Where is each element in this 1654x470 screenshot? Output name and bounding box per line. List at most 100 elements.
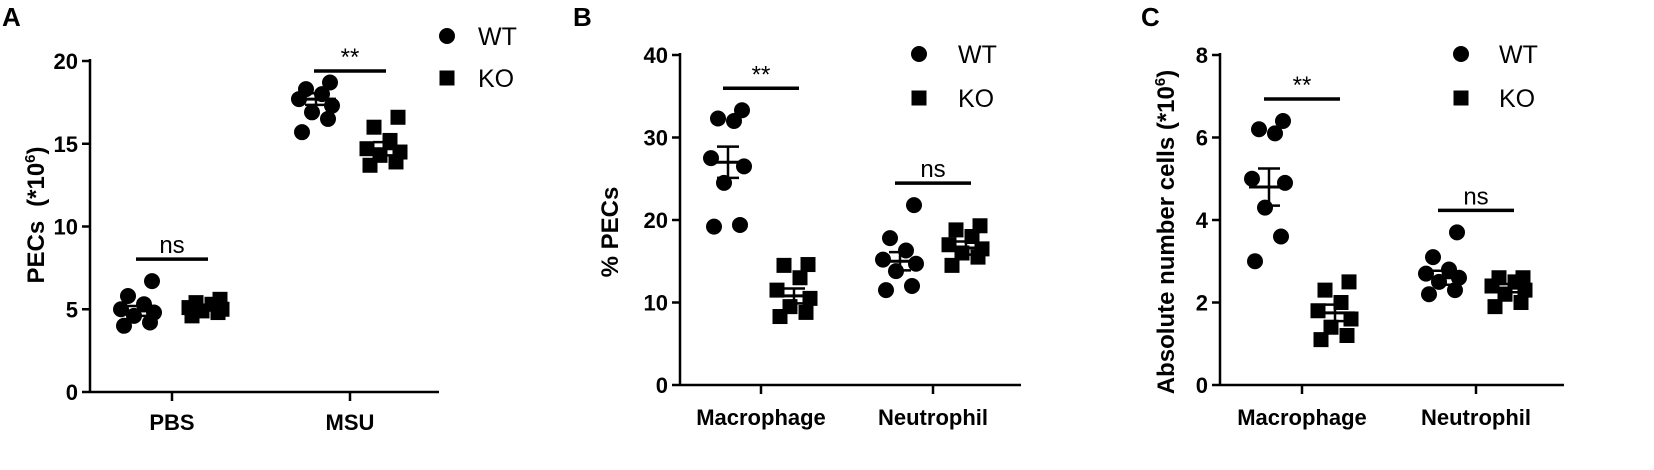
panel-b-wt-point: [908, 255, 924, 272]
panel-c-ytick-label: 2: [1196, 291, 1208, 316]
panel-a-ytick-label: 20: [54, 49, 78, 74]
panel-c-ylabel: Absolute number cells (*106): [1152, 70, 1180, 394]
panel-a-marks: ns **: [113, 44, 408, 334]
panel-a-wt-point: [322, 74, 338, 91]
panel-a-wt-point: [324, 97, 340, 114]
panel-c-legend-wt-label: WT: [1499, 41, 1538, 69]
panel-c-wt-point: [1247, 253, 1263, 270]
panel-b-category-label: Macrophage: [696, 405, 826, 430]
panel-c-ko-point: [1333, 295, 1349, 310]
panel-b-ko-point: [769, 282, 785, 298]
panel-c-wt-point: [1421, 286, 1437, 303]
panel-c-ytick-label: 6: [1196, 126, 1208, 151]
panel-c-ko-point: [1341, 274, 1357, 290]
panel-a-ko-point: [366, 119, 382, 135]
panel-a-legend: WT KO: [439, 23, 517, 93]
panel-c-wt-point: [1267, 125, 1283, 142]
panel-b-ytick-label: 30: [644, 126, 668, 151]
panel-c-wt-point: [1449, 224, 1465, 241]
panel-b-ko-point: [792, 270, 808, 286]
panel-c-ko-point: [1487, 299, 1503, 315]
panel-a-wt-point: [136, 296, 152, 313]
panel-c-ytick-label: 0: [1196, 373, 1208, 398]
panel-a-ytick-label: 10: [54, 215, 78, 240]
panel-c-axes: 0 2 4 6 8 Macrophage Neutrophil: [1196, 43, 1564, 430]
panel-c-legend: WT KO: [1453, 41, 1538, 113]
panel-a-axes: 0 5 10 15 20 PBS MSU: [54, 49, 439, 435]
panel-c-significance-label: **: [1293, 72, 1312, 99]
panel-a-category-label: MSU: [326, 410, 375, 435]
panel-c-ko-point: [1310, 303, 1326, 319]
panel-b-ko-point: [972, 218, 988, 234]
panel-c-ko-point: [1513, 295, 1529, 310]
panel-b-wt-point: [904, 278, 920, 294]
panel-c-wt-point: [1447, 282, 1463, 299]
panel-b-ko-point: [776, 257, 792, 273]
panel-b-ytick-label: 40: [644, 43, 668, 68]
panel-a-wt-point: [120, 288, 136, 305]
panel-b-wt-point: [882, 230, 898, 247]
panel-a-ko-point: [390, 109, 406, 125]
panel-a-significance-label: **: [341, 44, 360, 71]
panel-b-ko-point: [800, 257, 816, 273]
panel-c-legend-wt-marker: [1453, 46, 1469, 62]
panel-c-wt-point: [1257, 199, 1273, 216]
panel-b-legend: WT KO: [911, 41, 997, 113]
panel-c-marks: ** ns: [1244, 72, 1533, 348]
panel-a-wt-point: [144, 273, 160, 290]
panel-c-category-label: Neutrophil: [1421, 405, 1531, 430]
panel-b-legend-ko-marker: [911, 90, 927, 106]
panel-a-wt-point: [320, 110, 336, 127]
panel-a-category-label: PBS: [149, 410, 194, 435]
panel-c-ko-point: [1491, 270, 1507, 286]
panel-b-wt-point: [878, 282, 894, 299]
panel-b-label: B: [573, 2, 592, 32]
panel-a-wt-point: [298, 81, 314, 98]
panel-c-wt-point: [1275, 113, 1291, 129]
panel-c-ko-point: [1317, 282, 1333, 298]
panel-b: B % PECs 0 10 20 30 40 Macrophage Neutrophil *…: [573, 2, 1021, 430]
panel-a-legend-ko-marker: [439, 70, 455, 86]
panel-a-ylabel: PECs(*106): [22, 146, 50, 283]
panel-a-label: A: [2, 2, 21, 32]
panel-b-marks: ** ns: [703, 61, 990, 325]
panel-b-ytick-label: 0: [656, 373, 668, 398]
panel-a-legend-wt-marker: [439, 28, 455, 44]
panel-b-ko-point: [948, 222, 964, 238]
panel-c-wt-point: [1251, 121, 1267, 138]
panel-c-category-label: Macrophage: [1237, 405, 1367, 430]
panel-b-legend-wt-label: WT: [958, 41, 997, 69]
panel-b-wt-point: [706, 218, 722, 235]
panel-c-ko-point: [1323, 319, 1339, 335]
panel-b-category-label: Neutrophil: [878, 405, 988, 430]
panel-c-ytick-label: 8: [1196, 43, 1208, 68]
panel-b-ko-point: [944, 257, 960, 273]
panel-b-wt-point: [734, 102, 750, 119]
panel-c-ko-point: [1313, 332, 1329, 348]
panel-b-ko-point: [941, 237, 957, 253]
panel-c-wt-point: [1244, 170, 1260, 187]
panel-a: A PECs(*106) 0 5 10 15 20 PBS MSU ns ** WT KO: [2, 2, 517, 435]
panel-c-label: C: [1141, 2, 1160, 32]
panel-c-legend-ko-marker: [1453, 90, 1469, 106]
panel-c-ytick-label: 4: [1196, 208, 1209, 233]
panel-a-legend-wt-label: WT: [478, 23, 517, 51]
panel-c-wt-point: [1425, 249, 1441, 266]
panel-a-ytick-label: 5: [66, 297, 78, 322]
panel-c-ko-point: [1515, 270, 1531, 286]
panel-b-significance-label: **: [752, 61, 771, 88]
panel-c-ko-point: [1339, 328, 1355, 343]
panel-c-legend-ko-label: KO: [1499, 85, 1535, 113]
panel-c-ko-point: [1343, 311, 1359, 327]
panel-b-axes: 0 10 20 30 40 Macrophage Neutrophil: [644, 43, 1021, 430]
panel-a-ko-point: [382, 132, 398, 148]
panel-b-wt-point: [898, 242, 914, 259]
panel-a-wt-point: [116, 317, 132, 334]
panel-a-legend-ko-label: KO: [478, 65, 514, 93]
panel-a-ytick-label: 15: [54, 132, 78, 157]
panel-a-ko-point: [212, 291, 228, 307]
panel-b-legend-wt-marker: [911, 46, 927, 62]
panel-b-legend-ko-label: KO: [958, 85, 994, 113]
panel-c-wt-point: [1273, 228, 1289, 245]
panel-b-significance-label: ns: [920, 156, 945, 183]
